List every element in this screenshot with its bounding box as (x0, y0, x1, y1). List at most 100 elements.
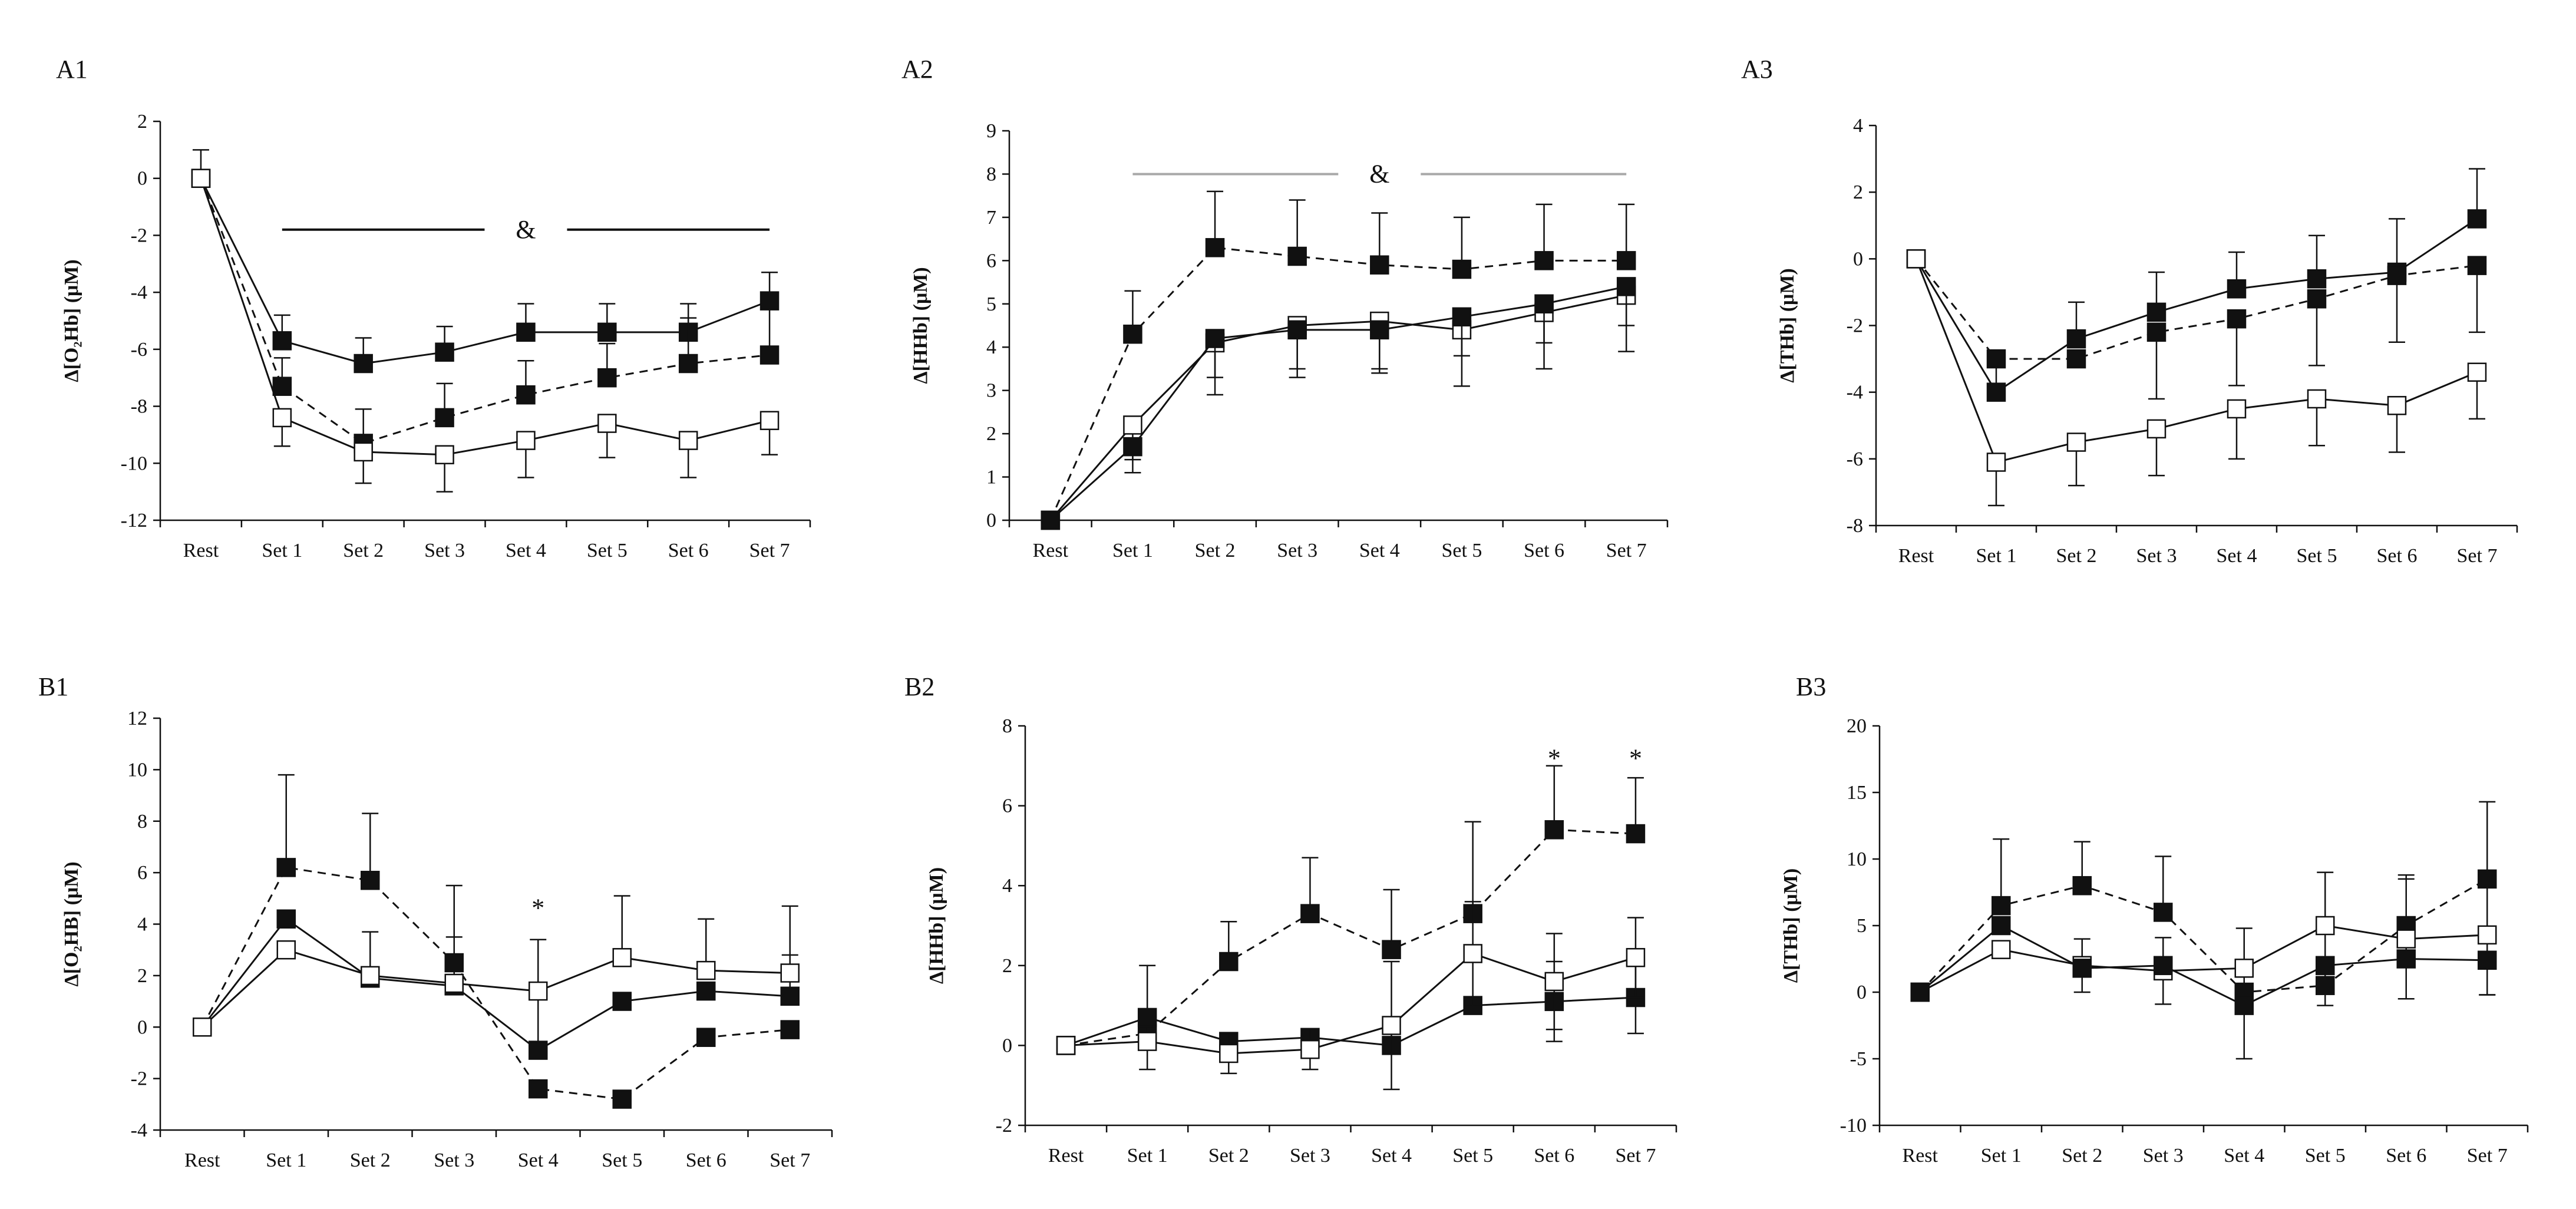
y-tick-label: -12 (121, 510, 147, 531)
data-point (612, 948, 632, 967)
data-point (1616, 251, 1636, 270)
y-tick-label: -6 (131, 339, 147, 361)
y-tick-label: 2 (986, 423, 996, 445)
data-point (759, 291, 780, 310)
data-point (2396, 929, 2416, 949)
data-point (354, 354, 373, 374)
data-point (2154, 903, 2173, 922)
data-point (696, 960, 716, 980)
x-tick-label: Set 7 (1606, 540, 1647, 561)
data-point (2478, 950, 2497, 970)
y-tick-label: 0 (137, 1016, 147, 1038)
y-tick-label: 4 (1002, 875, 1012, 897)
x-tick-label: Set 1 (262, 540, 302, 561)
series-filled-solid (1041, 277, 1636, 530)
data-point (1123, 437, 1142, 457)
data-point (2146, 302, 2167, 322)
x-tick-label: Set 6 (2377, 545, 2418, 567)
x-tick-label: Set 2 (350, 1149, 391, 1171)
y-tick-label: 2 (1002, 955, 1012, 977)
data-point (1137, 1008, 1157, 1028)
y-tick-label: 15 (1847, 782, 1867, 804)
data-point (1992, 916, 2011, 936)
panel-label: A1 (56, 55, 88, 84)
series-open-solid (1910, 871, 2497, 1009)
series-filled-dashed (1910, 801, 2497, 1002)
series-line (202, 949, 790, 1028)
significance-symbol: & (516, 215, 536, 244)
series-line (1920, 924, 2488, 993)
data-point (516, 431, 536, 450)
data-point (2307, 269, 2327, 289)
y-tick-label: 6 (1002, 795, 1012, 817)
data-point (1626, 824, 1646, 844)
data-point (2307, 289, 2327, 309)
x-tick-label: Rest (1048, 1145, 1084, 1167)
significance-symbol: & (1369, 159, 1389, 188)
series-filled-dashed (193, 774, 800, 1109)
data-point (1463, 944, 1482, 963)
data-point (1123, 415, 1142, 435)
panel-label: A3 (1741, 55, 1773, 84)
data-point (2234, 959, 2254, 978)
x-tick-label: Set 1 (1981, 1145, 2022, 1167)
panel-label: B1 (38, 672, 68, 701)
x-tick-label: Set 3 (2136, 545, 2177, 567)
data-point (2467, 362, 2487, 382)
y-tick-label: -5 (1850, 1048, 1867, 1070)
data-point (435, 445, 454, 465)
series-open-solid (193, 895, 800, 1037)
series-line (201, 866, 790, 1101)
x-tick-label: Rest (1033, 540, 1069, 561)
data-point (1205, 238, 1225, 257)
data-point (361, 966, 380, 986)
x-tick-label: Set 2 (1208, 1145, 1249, 1167)
y-tick-label: 0 (986, 510, 996, 531)
data-point (2146, 419, 2167, 439)
series-line (200, 178, 770, 445)
x-tick-label: Set 5 (1452, 1145, 1493, 1167)
data-point (1370, 320, 1389, 340)
data-point (597, 368, 617, 388)
data-point (1452, 307, 1472, 327)
x-tick-label: Set 5 (602, 1149, 642, 1171)
data-point (1219, 1043, 1239, 1063)
data-point (1452, 259, 1472, 279)
y-axis-label: Δ[O₂HB] (μM) (61, 861, 82, 986)
data-point (1137, 1032, 1157, 1051)
x-tick-label: Set 5 (2297, 545, 2337, 567)
y-tick-label: 5 (1857, 915, 1867, 937)
data-point (276, 940, 296, 960)
x-tick-label: Set 2 (1195, 540, 1236, 561)
data-point (678, 431, 698, 450)
y-tick-label: 0 (1002, 1035, 1012, 1056)
y-tick-label: 7 (986, 207, 996, 229)
data-point (444, 973, 464, 993)
series-line (1065, 996, 1636, 1046)
data-point (1986, 452, 2006, 472)
data-point (1986, 349, 2006, 369)
data-point (597, 322, 617, 342)
data-point (612, 1089, 632, 1109)
series-line (1915, 218, 2478, 394)
x-tick-label: Set 6 (1524, 540, 1564, 561)
series-line (1049, 246, 1627, 521)
y-tick-label: -10 (121, 452, 147, 474)
y-tick-label: 4 (986, 336, 996, 358)
y-tick-label: 8 (137, 811, 147, 833)
x-tick-label: Rest (1903, 1145, 1938, 1167)
series-line (1919, 878, 2488, 993)
data-point (759, 345, 780, 365)
data-point (191, 169, 211, 188)
data-point (2072, 959, 2092, 978)
x-tick-label: Rest (183, 540, 219, 561)
y-axis-label: Δ[O₂Hb] (μM) (61, 259, 82, 382)
data-point (276, 858, 296, 877)
x-tick-label: Set 5 (1441, 540, 1482, 561)
y-tick-label: -8 (131, 396, 147, 418)
x-tick-label: Set 1 (1976, 545, 2017, 567)
data-point (272, 376, 292, 396)
data-point (354, 442, 373, 462)
series-line (1065, 952, 1636, 1055)
series-filled-solid (1910, 916, 2497, 1060)
